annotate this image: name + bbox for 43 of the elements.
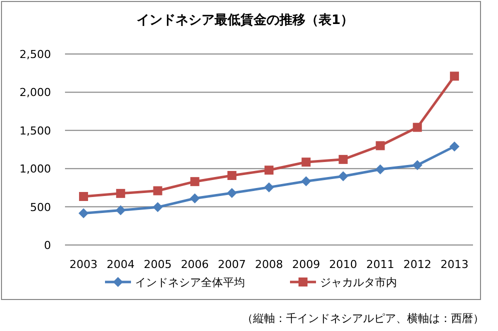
point	[449, 141, 460, 152]
point	[190, 177, 200, 186]
x-tick-label: 2009	[292, 258, 320, 271]
point	[116, 188, 126, 198]
x-tick-label: 2011	[366, 258, 394, 271]
point	[412, 160, 422, 170]
y-tick-label: 0	[44, 239, 51, 252]
point	[412, 122, 422, 132]
point	[78, 208, 89, 218]
point	[450, 72, 459, 81]
legend-label: インドネシア全体平均	[135, 276, 245, 289]
point	[152, 202, 163, 212]
y-tick-label: 1,000	[20, 162, 51, 176]
point	[375, 164, 386, 174]
x-tick-label: 2007	[218, 258, 246, 271]
text: （縦軸：千インドネシアルピア、横軸は：西暦）	[242, 312, 484, 325]
point	[264, 166, 274, 175]
point	[226, 188, 237, 198]
x-tick-label: 2013	[440, 258, 468, 271]
point	[190, 193, 200, 204]
x-tick-label: 2005	[144, 258, 172, 271]
legend-label: ジャカルタ市内	[320, 276, 397, 289]
x-tick-label: 2008	[255, 258, 283, 271]
y-tick-label: 2,500	[20, 48, 51, 61]
point	[338, 154, 348, 164]
y-tick-label: 2,000	[20, 86, 51, 100]
x-tick-label: 2010	[329, 258, 358, 271]
point	[153, 186, 162, 196]
point	[338, 171, 348, 182]
x-tick-label: 2004	[106, 258, 135, 271]
point	[79, 192, 88, 201]
point	[116, 205, 126, 216]
point	[302, 158, 311, 167]
point	[376, 141, 385, 150]
x-tick-label: 2006	[180, 258, 209, 271]
x-tick-label: 2012	[403, 258, 432, 271]
chart-title: インドネシア最低賃金の推移（表1）	[136, 13, 354, 28]
point	[301, 176, 312, 186]
y-tick-label: 500	[30, 200, 51, 214]
point	[264, 182, 274, 192]
point	[227, 170, 236, 180]
x-tick-label: 2003	[70, 258, 98, 271]
y-tick-label: 1,500	[20, 124, 51, 138]
